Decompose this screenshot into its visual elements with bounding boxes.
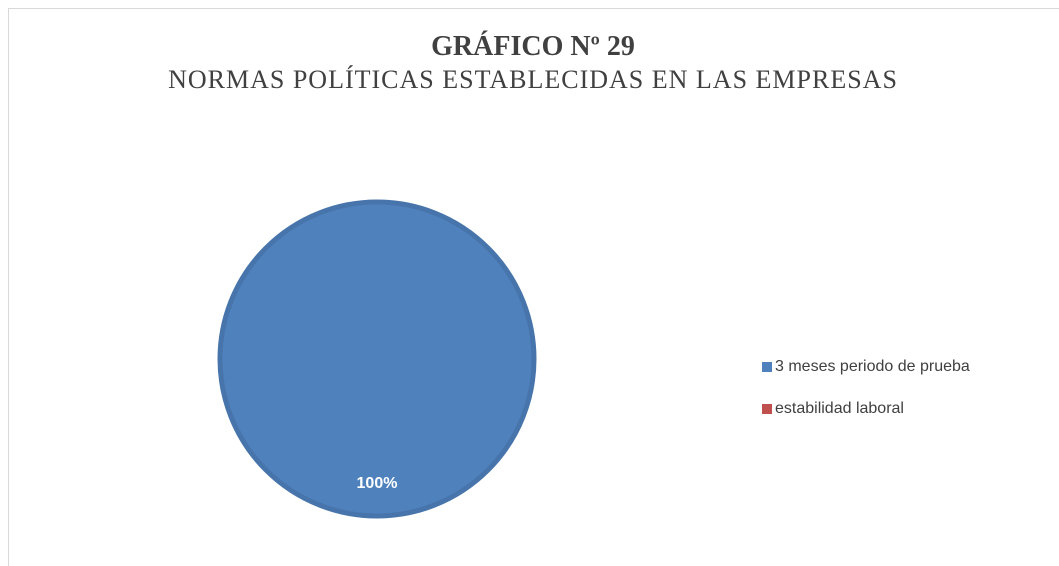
legend-label: estabilidad laboral [775,400,904,417]
chart-frame [8,8,1059,566]
chart-title: GRÁFICO Nº 29 [431,31,635,62]
legend-swatch [762,404,772,414]
chart-subtitle: NORMAS POLÍTICAS ESTABLECIDAS EN LAS EMP… [168,65,898,94]
pie-slice [217,199,537,519]
legend-label: 3 meses periodo de prueba [775,358,970,375]
data-label: 100% [357,475,398,492]
title-block: GRÁFICO Nº 29 NORMAS POLÍTICAS ESTABLECI… [163,30,903,96]
legend-swatch [762,362,772,372]
